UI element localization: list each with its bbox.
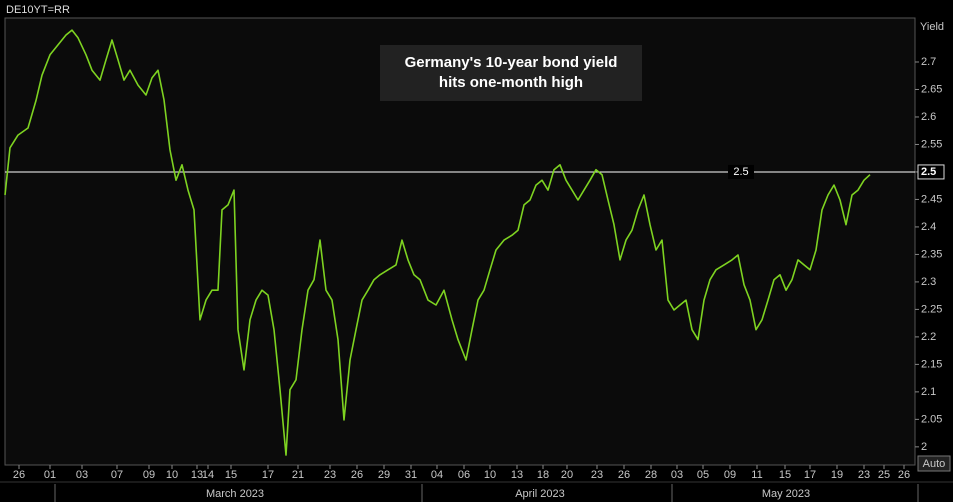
x-tick-label: 26: [13, 469, 25, 481]
x-tick-label: 26: [351, 469, 363, 481]
chart-title: DE10YT=RR: [6, 4, 70, 16]
month-label: March 2023: [206, 488, 264, 500]
x-tick-label: 26: [898, 469, 910, 481]
x-tick-label: 03: [671, 469, 683, 481]
x-tick-label: 17: [804, 469, 816, 481]
reference-label: 2.5: [733, 166, 748, 178]
x-tick-label: 25: [878, 469, 890, 481]
x-tick-label: 31: [405, 469, 417, 481]
x-tick-label: 06: [458, 469, 470, 481]
x-tick-label: 21: [292, 469, 304, 481]
x-tick-label: 15: [225, 469, 237, 481]
x-tick-label: 13: [191, 469, 203, 481]
y-tick-highlight: [917, 164, 945, 180]
month-label: April 2023: [515, 488, 565, 500]
reference-label-bg: [728, 164, 754, 179]
x-tick-label: 03: [76, 469, 88, 481]
x-tick-label: 10: [166, 469, 178, 481]
y-tick-label: 2.05: [921, 413, 942, 425]
x-tick-label: 07: [111, 469, 123, 481]
auto-button-label[interactable]: Auto: [923, 458, 946, 470]
y-tick-label: 2.1: [921, 386, 936, 398]
x-tick-label: 14: [202, 469, 214, 481]
x-tick-label: 26: [618, 469, 630, 481]
x-tick-label: 23: [324, 469, 336, 481]
y-tick-label: 2.35: [921, 248, 942, 260]
x-tick-label: 10: [484, 469, 496, 481]
x-tick-label: 09: [143, 469, 155, 481]
x-tick-label: 23: [858, 469, 870, 481]
y-tick-label: 2: [921, 441, 927, 453]
x-tick-label: 17: [262, 469, 274, 481]
y-tick-label: 2.4: [921, 221, 936, 233]
x-tick-label: 23: [591, 469, 603, 481]
y-tick-label: 2.25: [921, 303, 942, 315]
x-tick-label: 28: [645, 469, 657, 481]
x-tick-label: 19: [831, 469, 843, 481]
x-tick-label: 29: [378, 469, 390, 481]
annotation-box: [380, 45, 642, 101]
month-label: May 2023: [762, 488, 810, 500]
y-tick-label: 2.6: [921, 111, 936, 123]
series-line: [4, 29, 871, 456]
x-tick-label: 01: [44, 469, 56, 481]
x-tick-label: 11: [751, 469, 762, 481]
x-tick-label: 04: [431, 469, 443, 481]
y-tick-label: 2.7: [921, 56, 936, 68]
x-tick-label: 09: [724, 469, 736, 481]
annotation: Germany's 10-year bond yield: [405, 54, 618, 71]
annotation: hits one-month high: [439, 74, 583, 91]
auto-button[interactable]: [917, 455, 951, 472]
x-tick-label: 13: [511, 469, 523, 481]
x-tick-label: 18: [537, 469, 549, 481]
x-tick-label: 15: [779, 469, 791, 481]
y-tick-label: 2.65: [921, 83, 942, 95]
y-tick-label: 2.55: [921, 138, 942, 150]
y-tick-label: 2.45: [921, 193, 942, 205]
x-tick-label: 20: [561, 469, 573, 481]
y-tick-label: 2.15: [921, 358, 942, 370]
y-tick-label: 2.5: [921, 166, 936, 178]
y-tick-label: 2.3: [921, 276, 936, 288]
y-axis-label: Yield: [920, 21, 944, 33]
y-tick-label: 2.2: [921, 331, 936, 343]
x-tick-label: 05: [697, 469, 709, 481]
